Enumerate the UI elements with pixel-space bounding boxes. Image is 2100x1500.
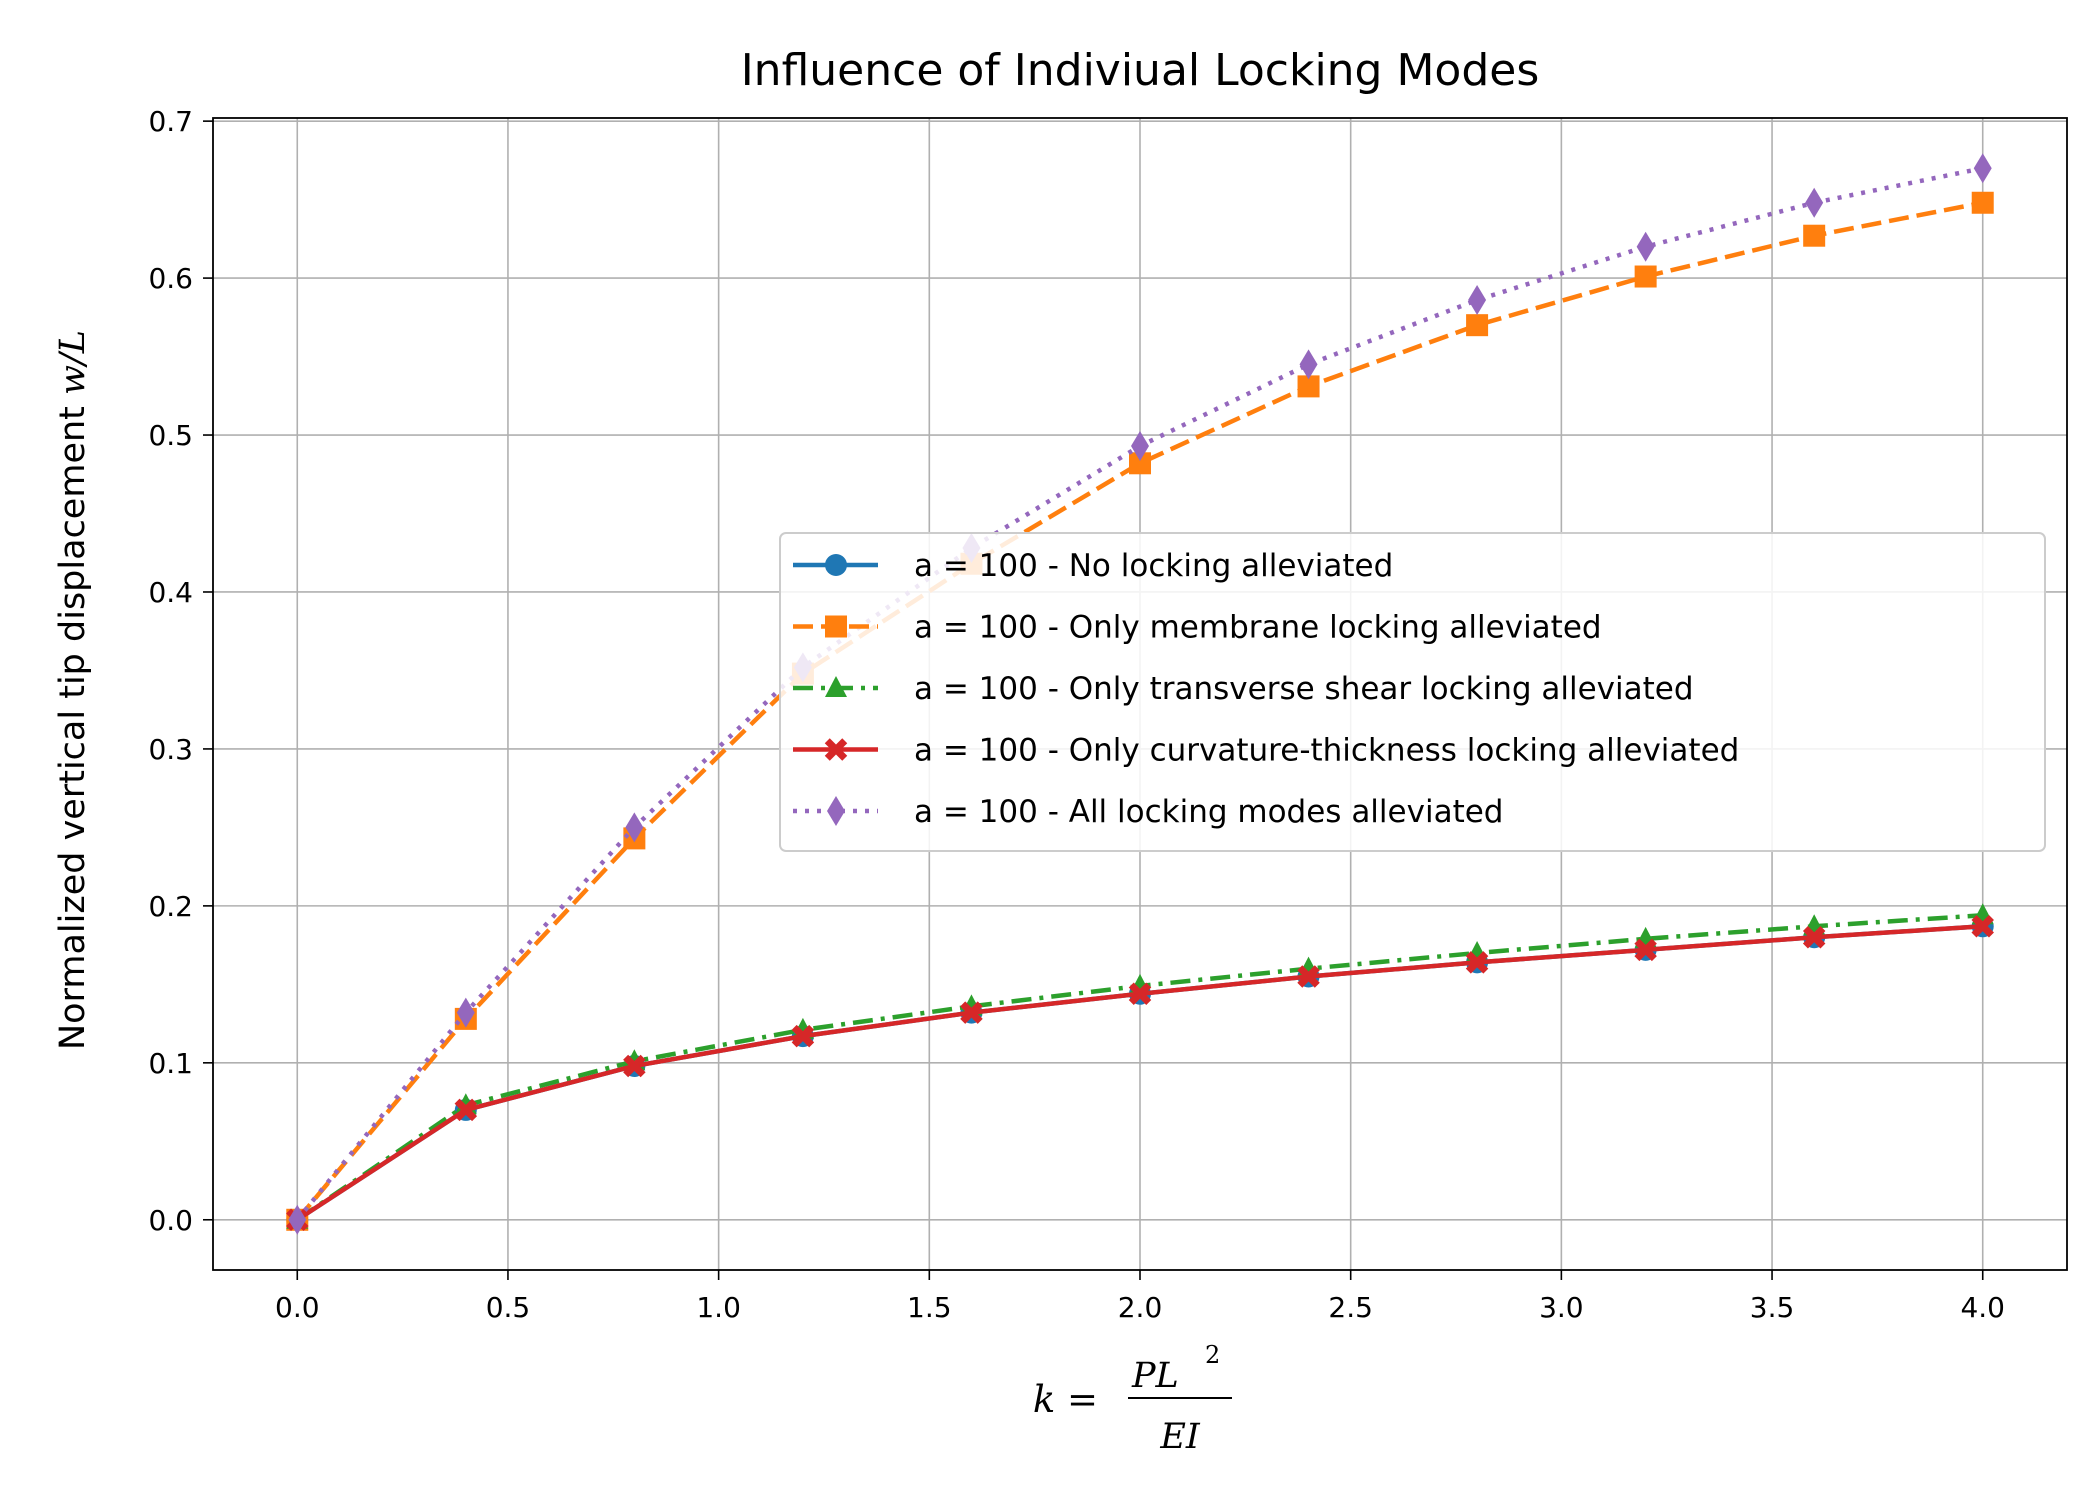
data-point <box>960 1001 983 1024</box>
legend-marker <box>825 554 847 576</box>
legend-marker <box>827 796 845 826</box>
x-axis-label-numerator: PL <box>1131 1356 1179 1396</box>
data-point <box>1131 431 1149 462</box>
x-tick-label: 2.5 <box>1328 1291 1373 1324</box>
series-line <box>295 200 1984 1222</box>
y-tick-label: 0.5 <box>148 419 193 452</box>
x-axis-label: k = PL 2 EI <box>1033 1341 1232 1457</box>
data-point <box>1805 187 1824 218</box>
series-5 <box>288 153 1992 1235</box>
x-tick-label: 0.0 <box>275 1291 320 1324</box>
data-point <box>1468 285 1487 316</box>
legend-label: a = 100 - Only curvature-thickness locki… <box>914 733 1739 769</box>
x-axis-label-denominator: EI <box>1159 1417 1201 1457</box>
data-point <box>1803 224 1826 247</box>
series-group <box>286 153 1994 1235</box>
y-axis-label-text: Normalized vertical tip displacement <box>53 406 93 1050</box>
data-point <box>456 997 475 1028</box>
legend: a = 100 - No locking alleviated a = 100 -… <box>779 532 2046 852</box>
y-axis-label: Normalized vertical tip displacement w/L <box>53 330 93 1050</box>
data-point <box>1636 231 1655 262</box>
legend-label: a = 100 - All locking modes alleviated <box>914 794 1503 830</box>
x-tick-label: 2.0 <box>1118 1291 1163 1324</box>
chart-title: Influence of Indiviual Locking Modes <box>741 45 1540 96</box>
legend-entry: a = 100 - All locking modes alleviated <box>793 794 1503 830</box>
y-tick-label: 0.1 <box>148 1047 193 1080</box>
x-tick-label: 3.5 <box>1750 1291 1795 1324</box>
data-point <box>623 1054 646 1078</box>
y-tick-label: 0.2 <box>148 890 193 923</box>
legend-label: a = 100 - No locking alleviated <box>914 548 1393 584</box>
legend-marker <box>824 738 848 761</box>
data-point <box>1297 375 1320 398</box>
data-point <box>454 1098 478 1122</box>
legend-entry: a = 100 - Only transverse shear locking … <box>793 671 1694 707</box>
legend-box <box>779 532 2046 852</box>
legend-label: a = 100 - Only transverse shear locking … <box>914 671 1694 707</box>
axis-ticks: 0.0 0.5 1.0 1.5 2.0 2.5 3.0 3.5 4.0 0.0 0.1 0.2 0.3 0… <box>148 105 2005 1324</box>
x-axis-label-exponent: 2 <box>1205 1341 1220 1369</box>
x-tick-label: 4.0 <box>1960 1291 2005 1324</box>
y-tick-label: 0.4 <box>148 576 193 609</box>
data-point <box>1128 982 1152 1006</box>
x-tick-label: 3.0 <box>1539 1291 1584 1324</box>
legend-entry: a = 100 - Only curvature-thickness locki… <box>793 733 1739 769</box>
legend-label: a = 100 - Only membrane locking alleviat… <box>914 610 1602 646</box>
y-tick-label: 0.6 <box>148 262 193 295</box>
data-point <box>1971 191 1994 214</box>
y-axis-label-math: w/L <box>53 330 93 395</box>
data-point <box>1129 452 1151 475</box>
data-point <box>625 812 644 843</box>
data-point <box>1465 951 1489 974</box>
x-tick-label: 0.5 <box>486 1291 531 1324</box>
y-tick-label: 0.3 <box>148 733 193 766</box>
data-point <box>1802 926 1826 949</box>
data-point <box>1634 938 1657 962</box>
data-point <box>288 1204 307 1235</box>
data-point <box>1973 153 1992 184</box>
data-point <box>1466 314 1489 337</box>
legend-marker <box>825 676 847 697</box>
y-tick-label: 0.0 <box>148 1204 193 1237</box>
data-point <box>1297 965 1320 988</box>
y-tick-label: 0.7 <box>148 105 193 138</box>
x-axis-label-prefix: k = <box>1033 1378 1098 1421</box>
data-point <box>791 1024 815 1048</box>
x-tick-label: 1.5 <box>907 1291 952 1324</box>
data-point <box>1299 349 1318 380</box>
data-point <box>1971 915 1994 938</box>
legend-entry: a = 100 - No locking alleviated <box>793 548 1393 584</box>
legend-entries: a = 100 - No locking alleviated a = 100 -… <box>793 548 1739 830</box>
legend-entry: a = 100 - Only membrane locking alleviat… <box>793 610 1602 646</box>
x-tick-label: 1.0 <box>696 1291 741 1324</box>
legend-marker <box>825 615 847 638</box>
data-point <box>1634 265 1657 288</box>
